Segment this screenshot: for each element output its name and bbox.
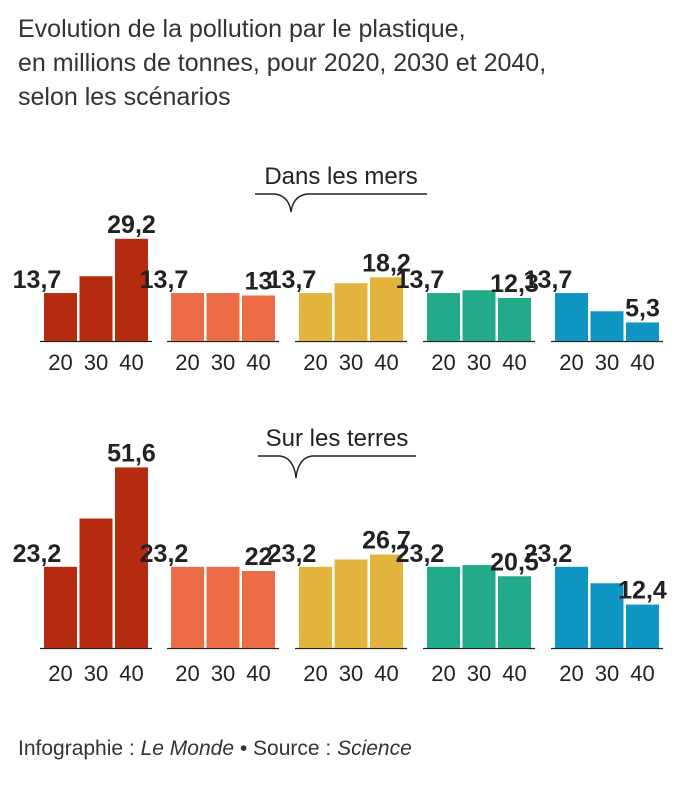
tick-label-2-3-40: 40 bbox=[374, 661, 398, 686]
data-label-2-3-40: 26,7 bbox=[362, 527, 411, 555]
bar-1-2-20 bbox=[171, 293, 204, 341]
data-label-2-1-20: 23,2 bbox=[13, 540, 62, 568]
data-label-1-5-20: 13,7 bbox=[524, 266, 573, 294]
tick-label-1-5-20: 20 bbox=[559, 350, 583, 375]
footer-prefix: Infographie : bbox=[18, 737, 141, 760]
data-label-1-1-40: 29,2 bbox=[107, 211, 156, 239]
tick-label-1-1-30: 30 bbox=[84, 350, 108, 375]
bar-1-1-30 bbox=[79, 276, 113, 341]
chart-title: Evolution de la pollution par le plastiq… bbox=[18, 12, 678, 114]
data-label-2-2-40: 22 bbox=[245, 543, 273, 571]
bar-2-2-40 bbox=[242, 571, 275, 648]
tick-label-2-1-30: 30 bbox=[84, 661, 108, 686]
tick-label-1-2-20: 20 bbox=[175, 350, 199, 375]
tick-label-2-2-40: 40 bbox=[246, 661, 270, 686]
data-label-2-3-20: 23,2 bbox=[268, 540, 317, 568]
tick-label-1-5-40: 40 bbox=[630, 350, 654, 375]
data-label-1-2-20: 13,7 bbox=[140, 266, 189, 294]
data-label-2-5-40: 12,4 bbox=[618, 577, 667, 605]
data-label-2-2-20: 23,2 bbox=[140, 540, 189, 568]
data-label-1-5-40: 5,3 bbox=[625, 294, 660, 322]
footer-source: Science bbox=[337, 737, 412, 760]
callout-pointer-1 bbox=[255, 193, 427, 213]
data-label-2-4-20: 23,2 bbox=[396, 540, 445, 568]
tick-label-2-5-20: 20 bbox=[559, 661, 583, 686]
tick-label-1-5-30: 30 bbox=[595, 350, 619, 375]
data-label-2-5-20: 23,2 bbox=[524, 540, 573, 568]
bar-2-4-20 bbox=[427, 566, 460, 648]
tick-label-2-1-40: 40 bbox=[119, 661, 143, 686]
data-label-1-3-40: 18,2 bbox=[362, 249, 411, 277]
bar-1-4-20 bbox=[427, 293, 460, 341]
callout-pointer-2 bbox=[258, 455, 416, 479]
tick-label-2-2-20: 20 bbox=[175, 661, 199, 686]
tick-label-1-4-20: 20 bbox=[431, 350, 455, 375]
bar-2-3-20 bbox=[299, 566, 332, 648]
tick-label-1-3-30: 30 bbox=[339, 350, 363, 375]
bar-2-1-40 bbox=[115, 467, 148, 648]
tick-label-2-3-30: 30 bbox=[339, 661, 363, 686]
tick-label-1-4-30: 30 bbox=[467, 350, 491, 375]
bar-2-5-40 bbox=[626, 604, 659, 648]
footer-publisher: Le Monde bbox=[140, 737, 234, 760]
bar-1-5-20 bbox=[555, 293, 588, 341]
bar-1-3-30 bbox=[334, 283, 368, 341]
tick-label-2-1-20: 20 bbox=[48, 661, 72, 686]
tick-label-2-5-30: 30 bbox=[595, 661, 619, 686]
bar-2-4-30 bbox=[462, 565, 496, 648]
data-label-2-4-40: 20,5 bbox=[490, 548, 539, 576]
bar-1-5-30 bbox=[590, 311, 624, 341]
bar-2-1-20 bbox=[44, 566, 77, 648]
title-line-3: selon les scénarios bbox=[18, 83, 231, 111]
footer-credit: Infographie : Le Monde • Source : Scienc… bbox=[18, 737, 412, 761]
panel-title-2: Sur les terres bbox=[266, 425, 409, 452]
tick-label-1-1-20: 20 bbox=[48, 350, 72, 375]
tick-label-1-2-40: 40 bbox=[246, 350, 270, 375]
bar-1-1-20 bbox=[44, 293, 77, 341]
bar-2-5-20 bbox=[555, 566, 588, 648]
tick-label-1-3-40: 40 bbox=[374, 350, 398, 375]
data-label-1-4-20: 13,7 bbox=[396, 266, 445, 294]
title-line-2: en millions de tonnes, pour 2020, 2030 e… bbox=[18, 49, 547, 77]
tick-label-1-4-40: 40 bbox=[502, 350, 526, 375]
data-label-1-2-40: 13 bbox=[245, 268, 273, 296]
bar-1-5-40 bbox=[626, 322, 659, 341]
bar-2-5-30 bbox=[590, 583, 624, 648]
footer-separator: • Source : bbox=[234, 737, 338, 760]
bar-1-2-40 bbox=[242, 295, 275, 341]
bar-1-2-30 bbox=[206, 293, 240, 341]
bar-1-4-30 bbox=[462, 290, 496, 341]
data-label-1-3-20: 13,7 bbox=[268, 266, 317, 294]
tick-label-2-4-20: 20 bbox=[431, 661, 455, 686]
bar-1-1-40 bbox=[115, 238, 148, 341]
data-label-1-4-40: 12,3 bbox=[490, 270, 539, 298]
bar-2-4-40 bbox=[498, 576, 531, 648]
tick-label-1-1-40: 40 bbox=[119, 350, 143, 375]
tick-label-1-2-30: 30 bbox=[211, 350, 235, 375]
bar-2-3-40 bbox=[370, 554, 403, 648]
tick-label-1-3-20: 20 bbox=[303, 350, 327, 375]
data-label-2-1-40: 51,6 bbox=[107, 439, 156, 467]
tick-label-2-5-40: 40 bbox=[630, 661, 654, 686]
data-label-1-1-20: 13,7 bbox=[13, 266, 62, 294]
title-line-1: Evolution de la pollution par le plastiq… bbox=[18, 15, 466, 43]
bar-2-2-30 bbox=[206, 566, 240, 648]
tick-label-2-4-30: 30 bbox=[467, 661, 491, 686]
bar-1-4-40 bbox=[498, 297, 531, 341]
tick-label-2-3-20: 20 bbox=[303, 661, 327, 686]
tick-label-2-4-40: 40 bbox=[502, 661, 526, 686]
bar-1-3-20 bbox=[299, 293, 332, 341]
bar-1-3-40 bbox=[370, 277, 403, 341]
bar-2-2-20 bbox=[171, 566, 204, 648]
panel-title-1: Dans les mers bbox=[264, 163, 417, 190]
bar-2-1-30 bbox=[79, 518, 113, 648]
bar-2-3-30 bbox=[334, 559, 368, 648]
tick-label-2-2-30: 30 bbox=[211, 661, 235, 686]
